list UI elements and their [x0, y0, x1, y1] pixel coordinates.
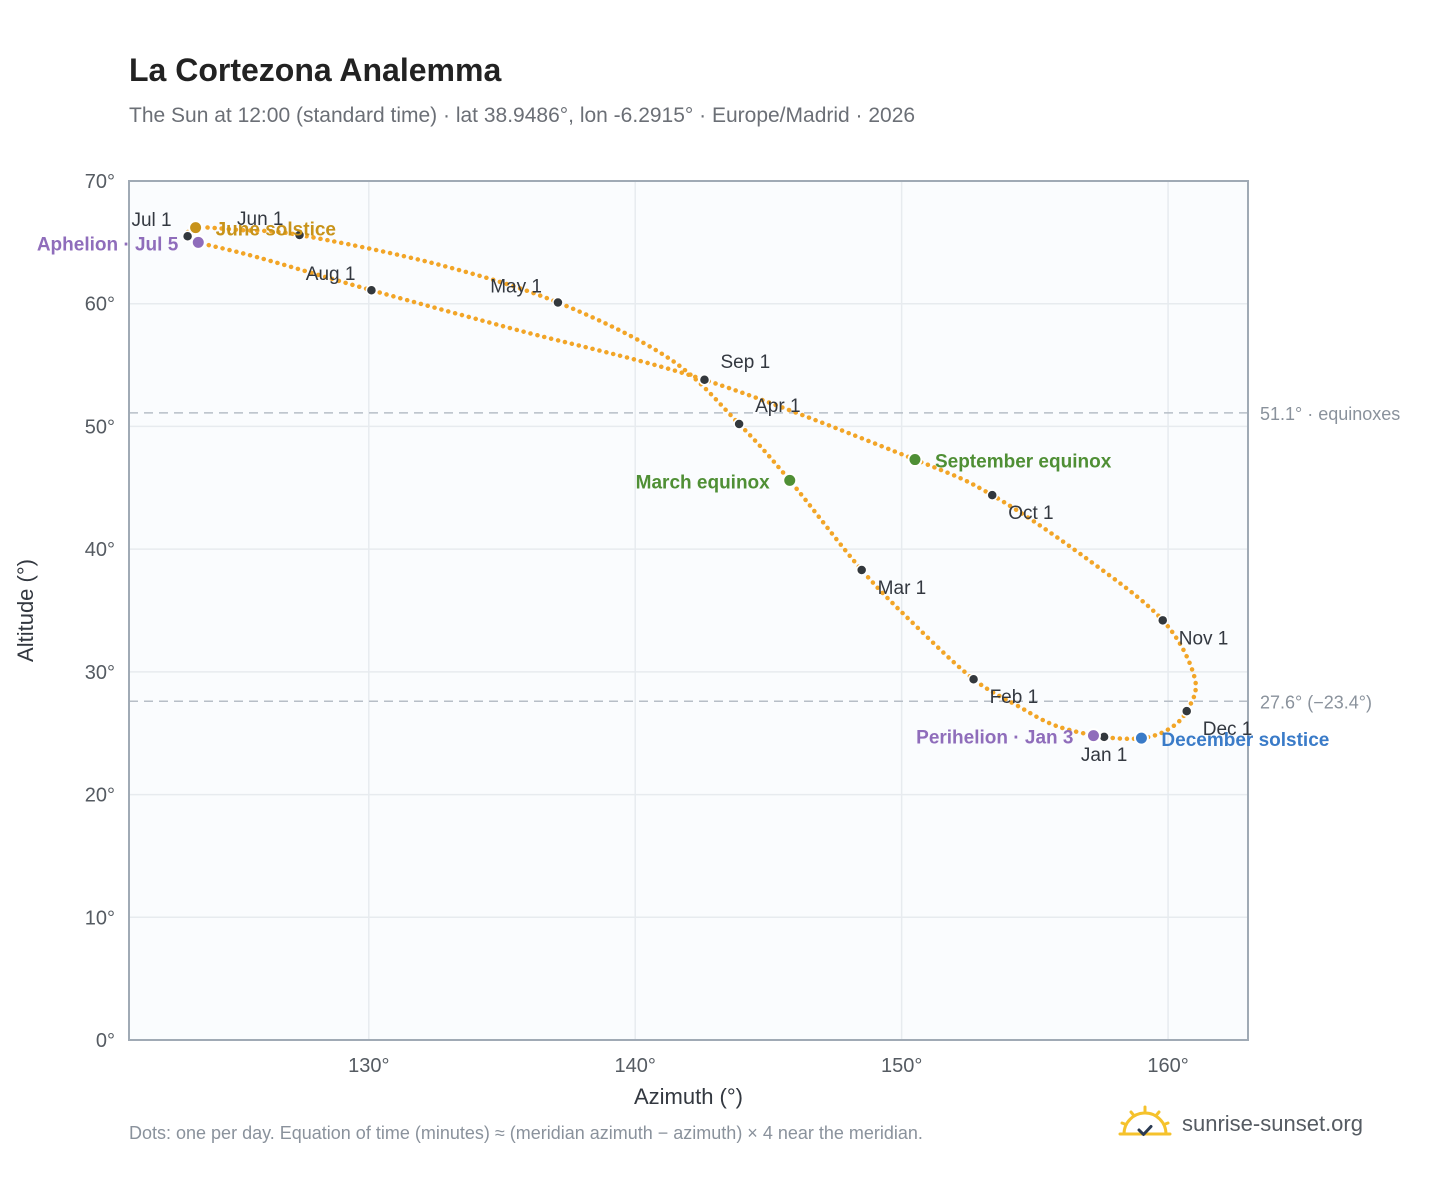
y-tick-label: 60° — [85, 294, 115, 316]
month-marker — [698, 374, 711, 386]
y-tick-label: 30° — [85, 662, 115, 684]
event-marker — [907, 452, 923, 468]
event-label: June solstice — [216, 220, 336, 241]
month-marker — [967, 673, 980, 685]
event-marker — [782, 472, 798, 488]
reference-label: 27.6° (−23.4°) — [1260, 692, 1372, 712]
month-label: Jul 1 — [131, 210, 171, 231]
month-label: May 1 — [490, 276, 542, 297]
reference-label: 51.1° · equinoxes — [1260, 404, 1400, 424]
event-label: March equinox — [636, 472, 771, 493]
event-marker — [188, 220, 204, 236]
x-axis-label: Azimuth (°) — [634, 1084, 743, 1109]
brand-label: sunrise-sunset.org — [1182, 1111, 1363, 1136]
month-marker — [1156, 614, 1169, 627]
month-marker — [1180, 705, 1193, 717]
y-tick-label: 10° — [85, 907, 115, 929]
month-label: Jan 1 — [1081, 745, 1127, 766]
event-marker — [190, 234, 206, 250]
x-tick-label: 150° — [881, 1055, 922, 1077]
month-label: Mar 1 — [878, 578, 927, 599]
month-marker — [986, 489, 998, 501]
brand[interactable]: sunrise-sunset.org — [1118, 1102, 1363, 1146]
month-label: Sep 1 — [720, 352, 770, 373]
month-label: Nov 1 — [1179, 628, 1229, 649]
plot-area — [129, 181, 1248, 1040]
y-tick-label: 70° — [85, 171, 115, 193]
month-label: Oct 1 — [1008, 503, 1053, 524]
y-tick-label: 20° — [85, 785, 115, 807]
y-tick-label: 40° — [85, 539, 115, 561]
event-marker — [1133, 730, 1149, 746]
x-tick-label: 130° — [348, 1055, 389, 1077]
month-marker — [733, 418, 745, 430]
y-axis-label: Altitude (°) — [13, 559, 38, 662]
sun-logo-icon — [1118, 1105, 1172, 1136]
month-label: Apr 1 — [755, 396, 800, 417]
chart-subtitle: The Sun at 12:00 (standard time) · lat 3… — [129, 104, 916, 127]
month-label: Feb 1 — [990, 687, 1039, 708]
month-label: Jun 1 — [237, 209, 283, 230]
event-label: September equinox — [935, 452, 1112, 473]
month-marker — [365, 284, 378, 296]
footnote: Dots: one per day. Equation of time (min… — [129, 1123, 923, 1143]
month-marker — [181, 230, 194, 242]
plot-frame — [128, 180, 1249, 1041]
month-marker — [293, 229, 306, 241]
x-tick-label: 160° — [1147, 1055, 1188, 1077]
event-label: December solstice — [1161, 730, 1329, 751]
month-label: Dec 1 — [1203, 719, 1253, 740]
month-label: Aug 1 — [306, 264, 356, 285]
x-tick-label: 140° — [615, 1055, 656, 1077]
event-label: Perihelion · Jan 3 — [916, 728, 1073, 749]
month-marker — [855, 564, 868, 576]
chart-title: La Cortezona Analemma — [129, 52, 502, 88]
y-tick-label: 50° — [85, 416, 115, 438]
event-marker — [1085, 728, 1101, 744]
month-marker — [552, 296, 564, 309]
event-label: Aphelion · Jul 5 — [37, 234, 179, 255]
y-tick-label: 0° — [96, 1030, 115, 1052]
